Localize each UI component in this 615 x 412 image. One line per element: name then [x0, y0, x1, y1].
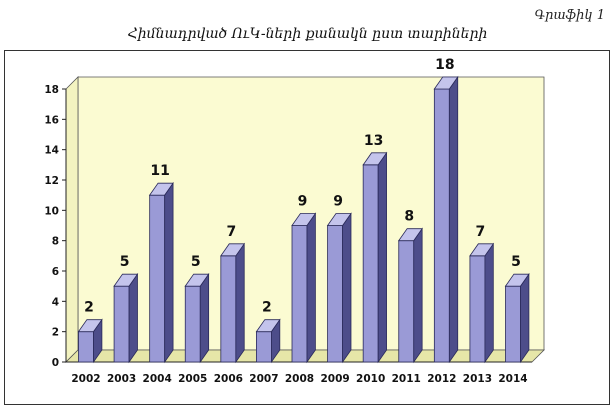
plot-side-wall	[65, 76, 79, 363]
x-tick-label: 2011	[392, 373, 421, 385]
bar-side	[413, 227, 423, 364]
bar-top	[220, 243, 246, 257]
bar-front	[469, 255, 486, 363]
data-label: 2	[84, 300, 94, 316]
bar-front	[256, 331, 272, 363]
bar-front	[327, 225, 343, 363]
bar-front	[184, 285, 201, 363]
y-tick-label: 4	[52, 296, 59, 308]
bar-front	[220, 255, 237, 363]
data-label: 9	[333, 194, 343, 210]
bar-side	[235, 242, 245, 364]
data-label: 5	[191, 254, 201, 270]
bar-side	[306, 212, 316, 364]
bar-front	[113, 285, 130, 363]
y-tick-label: 6	[52, 266, 59, 278]
x-tick-label: 2009	[320, 373, 349, 385]
bar-top	[326, 213, 352, 226]
data-label: 7	[476, 224, 486, 240]
bar-top	[397, 228, 423, 242]
bar-front	[78, 331, 94, 363]
bar-top	[433, 76, 459, 90]
y-tick-label: 2	[52, 327, 59, 339]
bar-side	[484, 242, 494, 364]
x-tick-label: 2008	[285, 373, 314, 385]
data-label: 11	[150, 163, 169, 179]
y-tick-label: 0	[52, 357, 59, 369]
bar-top	[184, 273, 210, 287]
y-tick-label: 12	[44, 175, 59, 187]
bar-top	[362, 152, 388, 166]
data-label: 2	[262, 300, 272, 316]
y-tick-label: 10	[44, 205, 59, 217]
bar-front	[149, 194, 166, 363]
bar-front	[398, 240, 415, 363]
graph-number-label: Գրաֆիկ 1	[534, 8, 605, 23]
x-tick-label: 2012	[427, 373, 456, 385]
bar-top	[469, 243, 495, 257]
bar-front	[362, 164, 379, 363]
bar-side	[448, 75, 459, 364]
x-tick-label: 2014	[498, 373, 527, 385]
x-tick-label: 2013	[463, 373, 492, 385]
x-tick-label: 2007	[249, 373, 278, 385]
bar-side	[164, 181, 174, 364]
data-label: 9	[298, 194, 308, 210]
bar-side	[128, 272, 138, 364]
data-label: 18	[435, 57, 454, 73]
data-label: 7	[226, 224, 236, 240]
bar-top	[148, 182, 174, 196]
x-tick-label: 2010	[356, 373, 385, 385]
y-tick-label: 14	[44, 145, 59, 157]
data-label: 5	[120, 254, 130, 270]
y-tick-label: 8	[52, 236, 59, 248]
y-tick-label: 16	[44, 114, 59, 126]
bar-side	[199, 272, 210, 364]
bar-top	[255, 319, 281, 333]
bar-side	[520, 272, 530, 364]
data-label: 13	[364, 133, 383, 149]
y-tick-label: 18	[44, 84, 59, 96]
data-label: 8	[404, 209, 414, 225]
chart-title: Հիմնադրված ՈւԿ-ների քանակն ըստ տարիների	[127, 26, 488, 42]
bar-top	[113, 273, 139, 287]
bar-side	[377, 151, 387, 364]
x-tick-label: 2003	[107, 373, 136, 385]
bar-top	[291, 213, 317, 226]
bar-front	[291, 225, 308, 363]
x-tick-label: 2005	[178, 373, 207, 385]
x-tick-label: 2006	[214, 373, 243, 385]
bar-front	[505, 285, 521, 363]
x-tick-label: 2004	[143, 373, 172, 385]
chart-frame	[4, 50, 610, 405]
bar-top	[504, 273, 530, 287]
bar-top	[77, 319, 103, 333]
bar-front	[433, 88, 450, 363]
data-label: 5	[511, 254, 521, 270]
bar-side	[342, 212, 352, 364]
x-tick-label: 2002	[71, 373, 100, 385]
